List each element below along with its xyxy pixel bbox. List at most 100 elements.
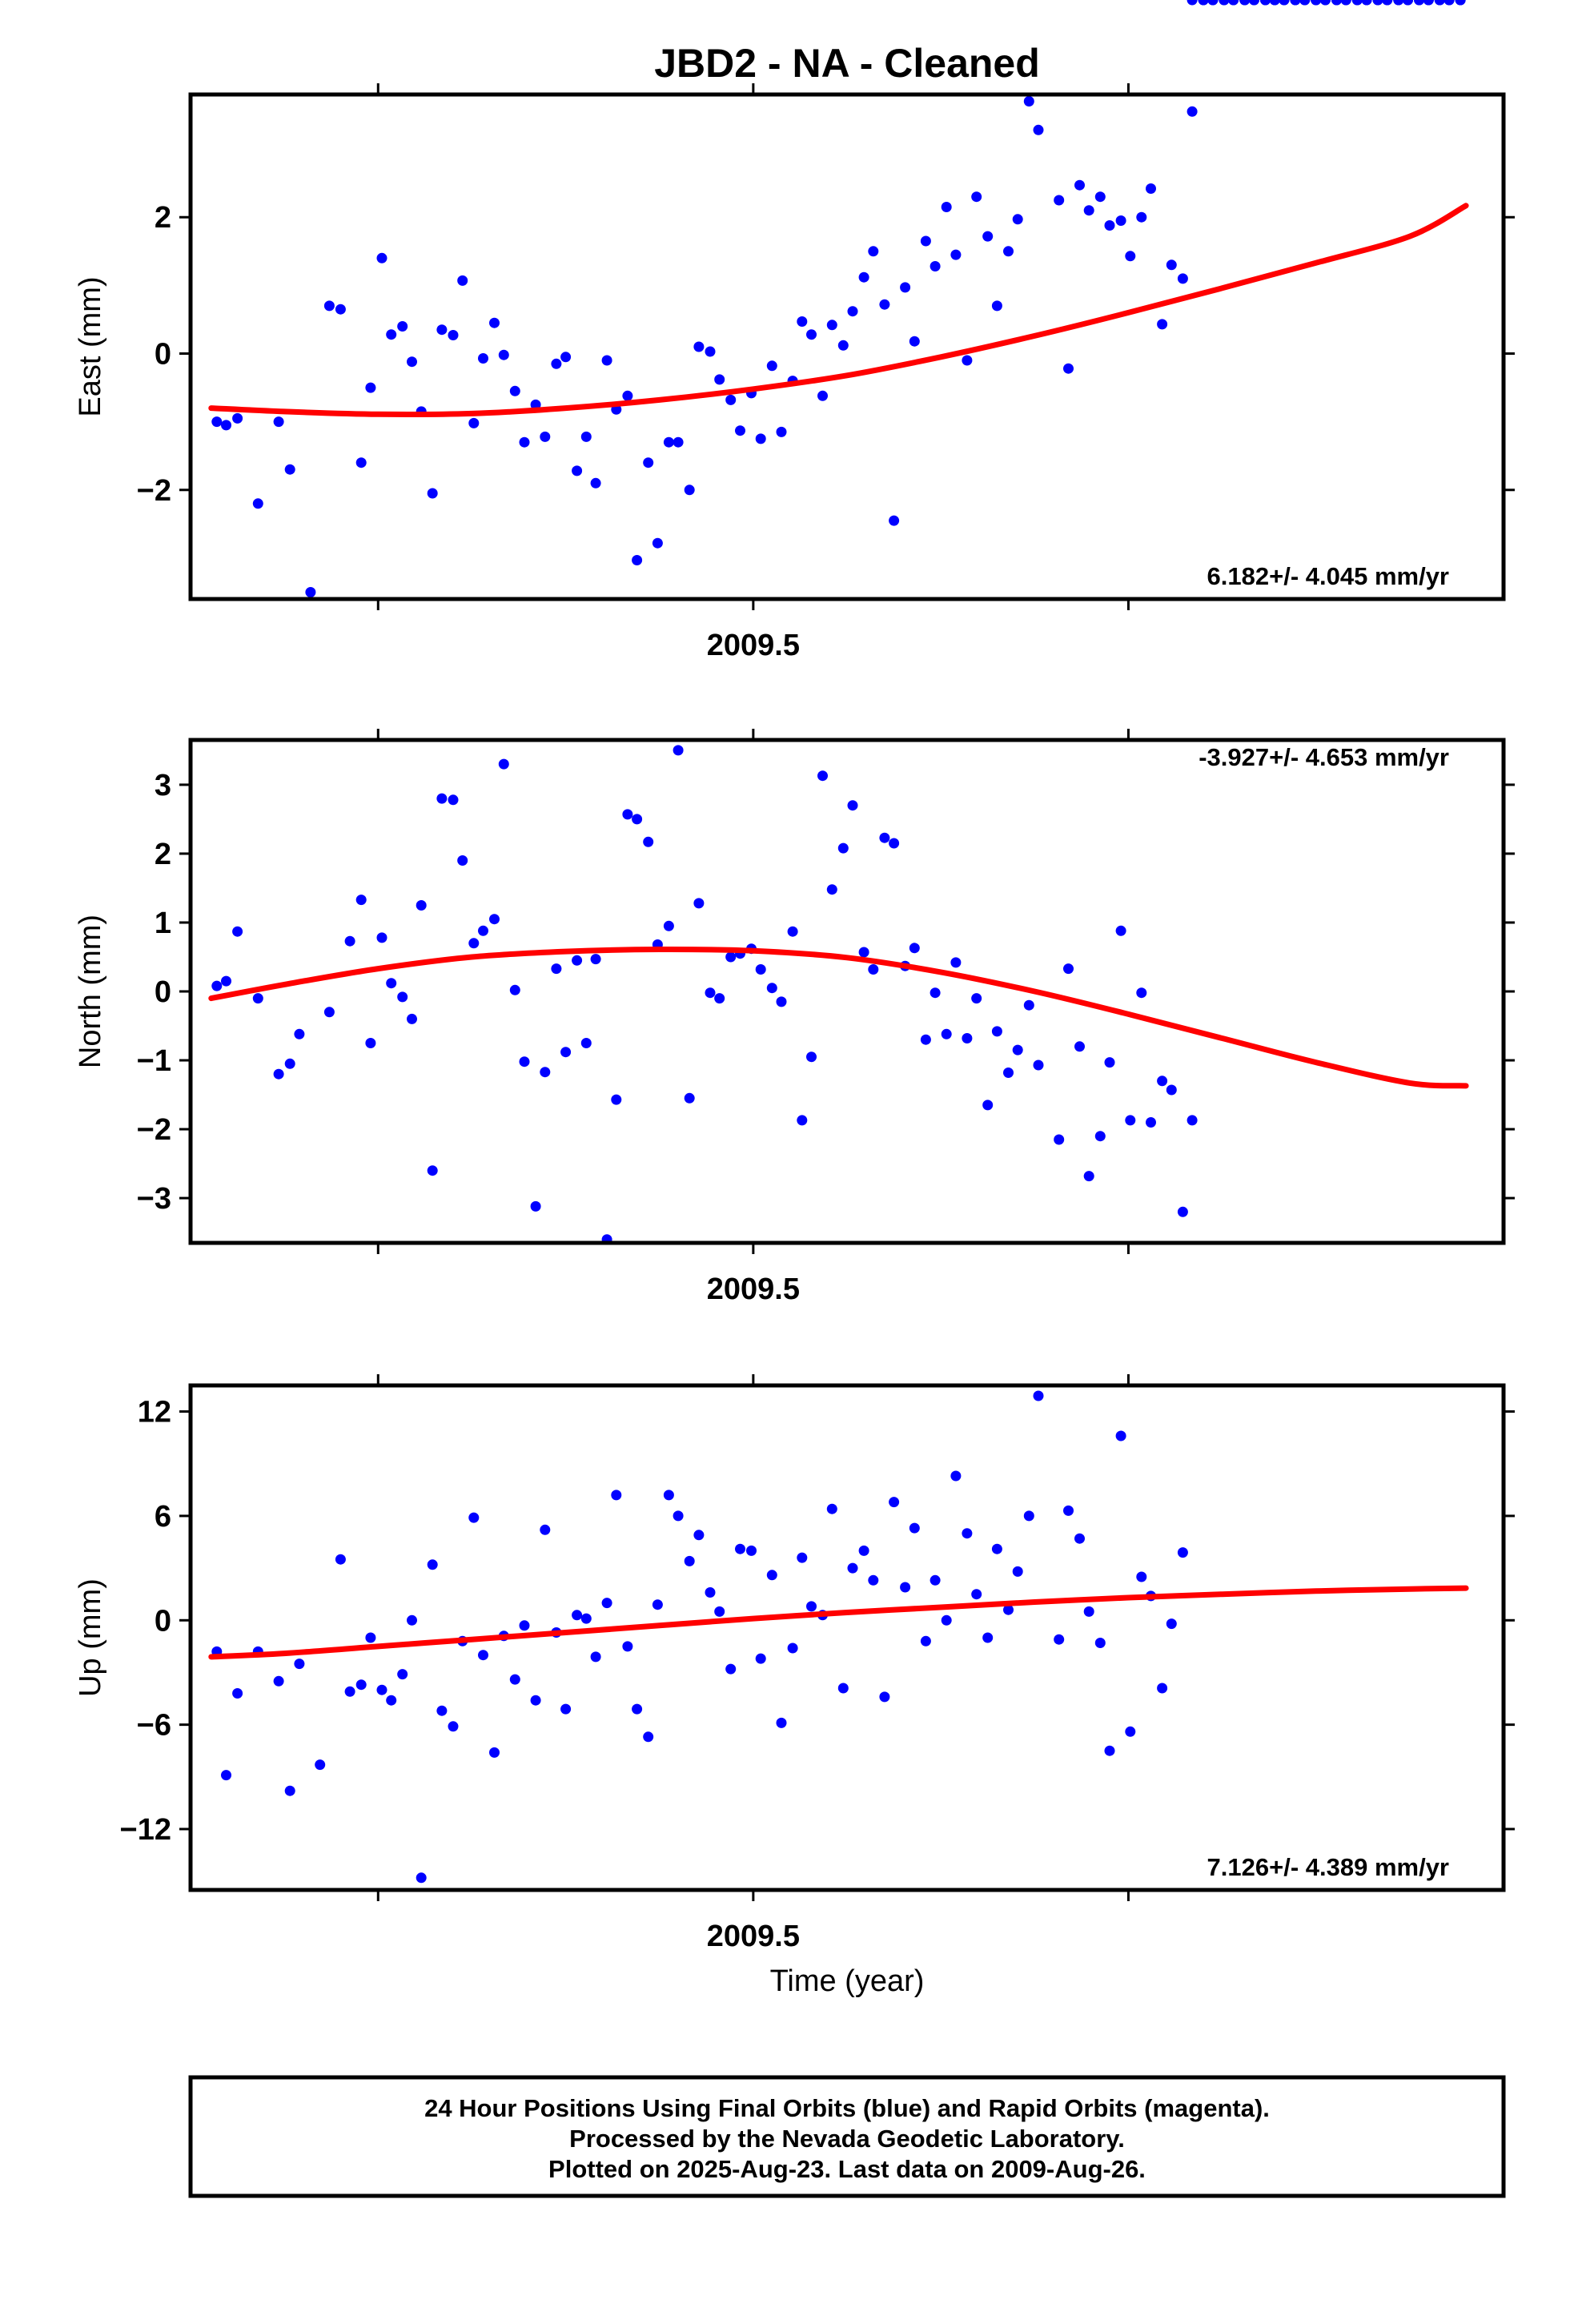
data-point [1443,0,1455,6]
data-point [273,416,284,428]
data-point [397,991,408,1003]
data-point [725,951,737,963]
data-point [1239,0,1251,6]
data-point [858,271,869,283]
data-point [365,382,376,393]
data-point [806,1601,817,1612]
data-point [221,420,231,431]
data-point [355,457,367,468]
data-point [540,1524,551,1535]
data-point [386,329,397,340]
data-point [941,1028,952,1039]
y-tick-label: 0 [155,975,171,1009]
data-point [344,935,355,947]
rate-label: 7.126+/- 4.389 mm/yr [1207,1853,1449,1881]
data-point [1423,0,1434,6]
data-point [580,1613,592,1624]
plot-frame [188,738,1506,1245]
data-point [868,246,879,257]
data-point [920,235,931,247]
data-point [365,1632,376,1643]
data-point [1012,1566,1023,1577]
data-point [1166,1084,1177,1096]
data-point [705,346,716,357]
data-point [489,317,500,328]
data-point [1186,1115,1198,1126]
data-point [930,987,941,999]
data-point [376,252,387,263]
data-point [305,587,316,597]
data-point [416,900,427,911]
data-point [1382,0,1393,6]
data-point [971,1589,982,1600]
data-point [416,1872,427,1884]
data-point [1331,0,1342,6]
x-tick-label: 2009.5 [707,1273,800,1306]
data-point [355,895,367,906]
fit-curve [208,203,1469,418]
data-point [1023,96,1034,107]
data-point [766,360,777,372]
y-tick-label: 3 [155,769,171,802]
data-point [746,1545,757,1556]
data-point [1033,124,1044,135]
data-point [1177,1206,1188,1217]
data-point [868,964,879,975]
data-point [436,1705,448,1716]
y-tick-label: 12 [138,1396,171,1429]
data-point [693,898,705,909]
data-point [797,316,808,327]
data-point [1074,1533,1085,1544]
data-point [858,1545,869,1556]
data-point [652,1599,663,1610]
data-point [1094,191,1106,203]
data-point [1279,0,1290,6]
data-point [1033,1059,1044,1071]
y-tick-label: −1 [137,1044,171,1078]
data-point [1166,259,1177,271]
data-point [386,978,397,989]
data-point [1083,1606,1094,1617]
data-point [837,1683,849,1694]
data-point [776,426,787,437]
data-point [1146,1117,1156,1128]
data-point [847,800,858,811]
data-point [1372,0,1383,6]
data-point [693,341,705,352]
data-point [601,1598,612,1609]
data-point [889,838,900,849]
data-point [797,1115,808,1126]
data-point [643,836,654,847]
data-point [1414,0,1425,6]
data-point [941,202,952,212]
data-point [407,1614,417,1626]
data-point [950,957,962,968]
data-point [900,1582,911,1593]
data-point [1054,195,1065,206]
data-point [468,938,480,949]
data-point [889,1497,900,1508]
fit-curve [208,946,1469,1089]
data-point [221,1770,231,1781]
data-point [652,537,663,549]
data-point [1177,1547,1188,1558]
data-point [889,515,900,526]
data-point [714,993,725,1004]
data-point [1115,215,1126,226]
data-point [457,855,468,866]
data-point [560,1047,572,1058]
data-point [1033,1390,1044,1401]
figure-title: JBD2 - NA - Cleaned [654,41,1040,86]
data-point [478,925,488,936]
data-point [1157,319,1168,330]
data-point [294,1028,305,1039]
data-point [982,1632,994,1643]
data-point [1054,1634,1065,1645]
x-axis-label: Time (year) [770,1964,925,1998]
data-point [930,1574,941,1586]
data-point [590,1651,601,1663]
data-point [1146,183,1156,194]
data-point [1012,1044,1023,1055]
y-axis-label: East (mm) [74,276,107,416]
footer-box [188,2075,1506,2198]
